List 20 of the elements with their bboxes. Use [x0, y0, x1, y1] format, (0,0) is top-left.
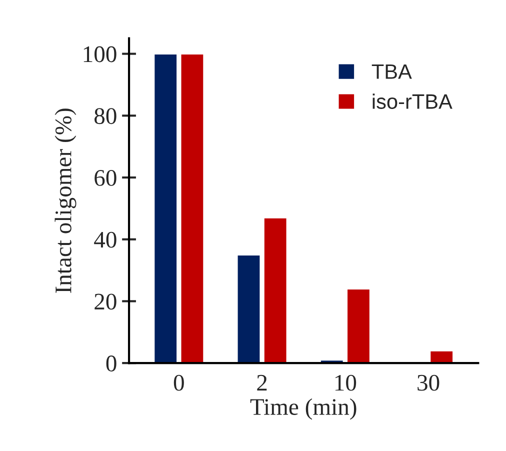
x-axis-title: Time (min) — [250, 398, 356, 420]
x-tick-label: 30 — [418, 374, 440, 391]
bar — [346, 288, 371, 364]
x-tick-label: 10 — [335, 374, 356, 391]
y-tick-label: 20 — [94, 294, 116, 310]
bar — [263, 217, 288, 364]
y-tick-label: 40 — [94, 232, 116, 248]
y-tick-label: 100 — [84, 46, 116, 62]
bar — [429, 350, 454, 364]
bar — [153, 53, 178, 364]
y-tick-label: 0 — [106, 356, 116, 372]
y-tick-label: 80 — [94, 108, 116, 124]
legend-label: iso-rTBA — [372, 94, 452, 109]
y-axis-title: Intact oligomer (%) — [54, 108, 76, 293]
legend-label: TBA — [372, 64, 412, 79]
bar — [236, 254, 262, 364]
x-tick-label: 0 — [174, 374, 184, 391]
y-tick-label: 60 — [94, 170, 116, 186]
x-tick-label: 2 — [257, 374, 267, 391]
bar — [180, 53, 205, 364]
